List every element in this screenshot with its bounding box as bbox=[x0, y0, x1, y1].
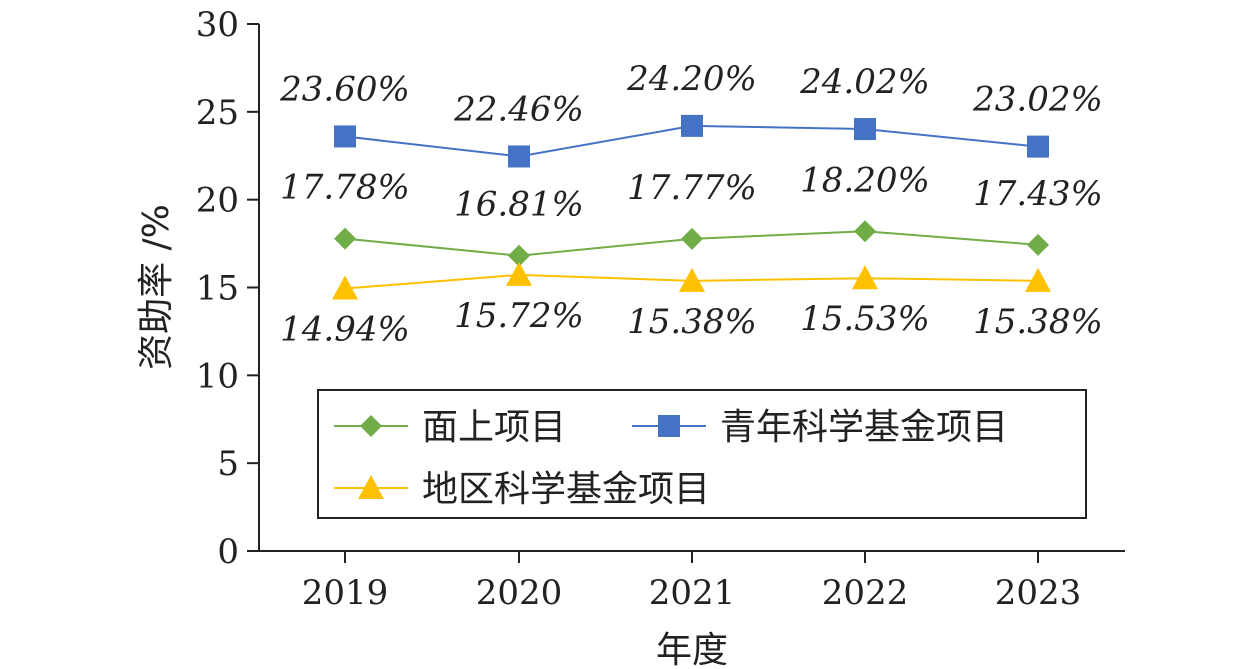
data-labels: 17.78% 16.81% 17.77% 18.20% 17.43% 23.60% 22.4… bbox=[279, 59, 1103, 350]
data-point-triangle bbox=[679, 267, 705, 292]
x-tick-label: 2020 bbox=[476, 573, 563, 613]
data-point-triangle bbox=[332, 275, 358, 300]
data-label: 16.81% bbox=[454, 185, 584, 225]
data-point-diamond bbox=[508, 244, 530, 267]
x-tick-label: 2019 bbox=[302, 573, 389, 613]
data-point-diamond bbox=[681, 227, 703, 250]
y-tick-label: 25 bbox=[196, 93, 239, 133]
y-tick-label: 10 bbox=[196, 356, 239, 396]
x-tick-label: 2023 bbox=[995, 573, 1082, 613]
y-tick-label: 15 bbox=[196, 269, 239, 309]
legend-box bbox=[317, 389, 1087, 519]
y-tick-label: 0 bbox=[217, 532, 239, 572]
data-point-triangle bbox=[1025, 267, 1051, 292]
data-label: 15.72% bbox=[454, 296, 584, 336]
data-label: 23.60% bbox=[279, 69, 410, 109]
data-point-diamond bbox=[1027, 233, 1049, 256]
data-point-diamond bbox=[334, 227, 356, 250]
y-tick-label: 5 bbox=[217, 444, 239, 484]
x-axis-title: 年度 bbox=[656, 630, 728, 669]
data-point-square bbox=[508, 145, 530, 168]
data-point-square bbox=[854, 118, 876, 141]
data-label: 15.53% bbox=[800, 299, 930, 339]
legend-label: 面上项目 bbox=[422, 407, 566, 448]
legend-label: 青年科学基金项目 bbox=[720, 407, 1008, 448]
legend-marker-diamond bbox=[360, 415, 382, 437]
data-point-diamond bbox=[854, 220, 876, 243]
x-tick-label: 2021 bbox=[649, 573, 736, 613]
data-label: 14.94% bbox=[280, 310, 410, 350]
data-label: 24.20% bbox=[626, 59, 757, 99]
x-tick-label: 2022 bbox=[822, 573, 909, 613]
data-label: 22.46% bbox=[453, 89, 584, 129]
legend-label: 地区科学基金项目 bbox=[422, 469, 710, 510]
y-tick-label: 20 bbox=[196, 181, 239, 221]
data-label: 24.02% bbox=[799, 62, 930, 102]
data-label: 18.20% bbox=[800, 160, 930, 200]
data-label: 17.78% bbox=[280, 168, 410, 208]
data-point-square bbox=[681, 114, 703, 137]
x-ticks: 2019 2020 2021 2022 2023 bbox=[302, 551, 1082, 613]
series-layer bbox=[332, 114, 1051, 300]
data-point-triangle bbox=[506, 261, 532, 286]
y-ticks: 0 5 10 15 20 25 30 bbox=[196, 5, 259, 572]
data-label: 17.77% bbox=[627, 168, 757, 208]
data-label: 23.02% bbox=[972, 80, 1103, 120]
data-label: 15.38% bbox=[973, 302, 1103, 342]
data-point-square bbox=[334, 125, 356, 148]
data-label: 15.38% bbox=[627, 302, 757, 342]
legend-marker-triangle bbox=[358, 475, 384, 499]
y-axis-title: 资助率 /% bbox=[136, 204, 177, 370]
data-point-triangle bbox=[852, 265, 878, 290]
legend-marker-square bbox=[658, 415, 680, 437]
data-point-square bbox=[1027, 135, 1049, 158]
y-tick-label: 30 bbox=[196, 5, 239, 45]
data-label: 17.43% bbox=[973, 174, 1103, 214]
